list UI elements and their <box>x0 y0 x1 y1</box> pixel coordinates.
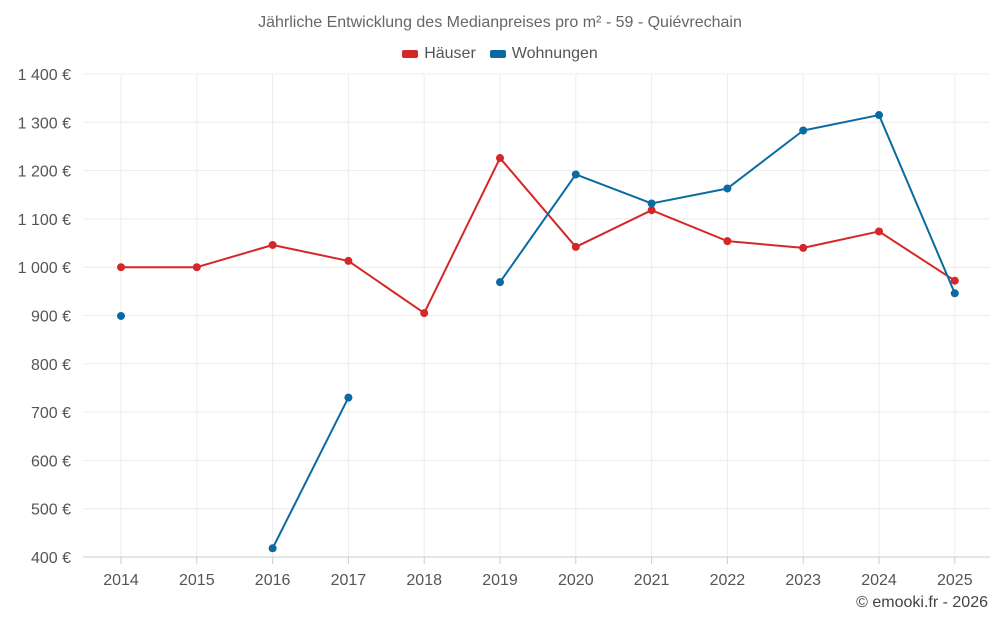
y-tick-label: 600 € <box>31 453 71 470</box>
data-point[interactable] <box>875 111 883 120</box>
x-tick-label: 2023 <box>785 572 821 589</box>
x-tick-label: 2024 <box>861 572 897 589</box>
x-axis-tick-labels: 2014 2015 2016 2017 2018 2019 2020 2021 2022 2023… <box>103 572 972 589</box>
legend-swatch-haeuser <box>402 50 419 58</box>
data-point[interactable] <box>192 263 201 272</box>
data-point[interactable] <box>723 184 732 193</box>
legend-item-wohnungen[interactable]: Wohnungen <box>489 45 598 63</box>
x-tick-label: 2020 <box>558 572 594 589</box>
data-point[interactable] <box>420 309 429 318</box>
data-point[interactable] <box>950 276 959 285</box>
legend-label-haeuser: Häuser <box>424 45 476 62</box>
x-tick-label: 2025 <box>937 572 973 589</box>
y-tick-label: 500 € <box>31 502 71 519</box>
y-tick-label: 1 300 € <box>18 115 71 132</box>
legend-item-haeuser[interactable]: Häuser <box>402 45 476 63</box>
data-point[interactable] <box>117 311 125 320</box>
y-tick-label: 1 000 € <box>18 260 71 277</box>
y-axis-tick-labels: 400 € 500 € 600 € 700 € 800 € 900 € 1 000 € 1 1… <box>18 67 71 567</box>
y-tick-label: 800 € <box>31 357 71 374</box>
data-point[interactable] <box>647 206 656 215</box>
footer-credit: © emooki.fr - 2026 <box>856 594 988 611</box>
data-point[interactable] <box>496 154 504 163</box>
series <box>117 111 959 553</box>
data-point[interactable] <box>344 393 353 402</box>
data-point[interactable] <box>344 256 353 265</box>
data-point[interactable] <box>496 278 504 287</box>
y-tick-label: 1 400 € <box>18 67 71 84</box>
data-point[interactable] <box>950 289 959 298</box>
y-tick-label: 700 € <box>31 405 71 422</box>
data-point[interactable] <box>268 240 277 249</box>
x-tick-label: 2014 <box>103 572 139 589</box>
x-tick-label: 2019 <box>482 572 518 589</box>
x-tick-label: 2017 <box>331 572 367 589</box>
axes <box>83 556 990 564</box>
y-tick-label: 1 200 € <box>18 164 71 181</box>
grid-lines <box>83 73 990 557</box>
data-point[interactable] <box>799 126 808 135</box>
series-wohnungen <box>117 111 959 553</box>
data-point[interactable] <box>268 544 277 553</box>
y-tick-label: 400 € <box>31 550 71 567</box>
x-tick-label: 2022 <box>710 572 746 589</box>
data-point[interactable] <box>571 170 580 179</box>
y-tick-label: 900 € <box>31 309 71 326</box>
data-point[interactable] <box>723 237 732 246</box>
x-tick-label: 2021 <box>634 572 670 589</box>
data-point[interactable] <box>875 227 883 236</box>
legend: Häuser Wohnungen <box>0 45 1000 63</box>
series-line <box>121 157 956 315</box>
series-line <box>271 397 350 549</box>
legend-label-wohnungen: Wohnungen <box>511 45 598 62</box>
x-tick-label: 2016 <box>255 572 291 589</box>
series-haeuser <box>117 154 959 318</box>
x-tick-label: 2015 <box>179 572 215 589</box>
x-tick-label: 2018 <box>406 572 442 589</box>
data-point[interactable] <box>571 242 580 251</box>
data-point[interactable] <box>647 199 656 208</box>
data-point[interactable] <box>117 263 125 272</box>
chart-title: Jährliche Entwicklung des Medianpreises … <box>258 14 742 31</box>
legend-swatch-wohnungen <box>489 50 506 58</box>
data-point[interactable] <box>799 243 808 252</box>
y-tick-label: 1 100 € <box>18 212 71 229</box>
